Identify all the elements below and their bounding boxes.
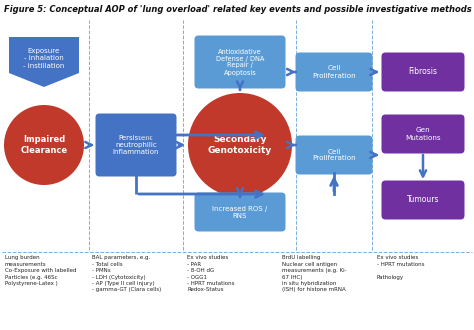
- FancyBboxPatch shape: [382, 115, 465, 153]
- FancyBboxPatch shape: [295, 136, 373, 175]
- Text: Secondary
Genotoxicity: Secondary Genotoxicity: [208, 135, 272, 155]
- Text: Persistent
neutrophilic
Inflammation: Persistent neutrophilic Inflammation: [113, 135, 159, 155]
- Text: Exposure
- inhalation
- instillation: Exposure - inhalation - instillation: [23, 49, 64, 69]
- FancyBboxPatch shape: [194, 36, 285, 88]
- Circle shape: [188, 93, 292, 197]
- FancyBboxPatch shape: [382, 181, 465, 219]
- FancyBboxPatch shape: [295, 52, 373, 91]
- Text: Lung burden
measurements
Co-Exposure with labelled
Particles (e.g. 46Sc
Polystyr: Lung burden measurements Co-Exposure wit…: [5, 255, 76, 286]
- Polygon shape: [9, 37, 79, 87]
- FancyBboxPatch shape: [382, 52, 465, 91]
- Text: Impaired
Clearance: Impaired Clearance: [20, 135, 68, 155]
- Text: Fibrosis: Fibrosis: [409, 68, 438, 77]
- Text: Increased ROS /
RNS: Increased ROS / RNS: [212, 206, 268, 218]
- Text: Cell
Proliferation: Cell Proliferation: [312, 65, 356, 79]
- Text: Antioxidative
Defense / DNA
Repair /
Apoptosis: Antioxidative Defense / DNA Repair / Apo…: [216, 49, 264, 76]
- Text: BAL parameters, e.g.
- Total cells
- PMNs
- LDH (Cytotoxicity)
- AP (Type II cel: BAL parameters, e.g. - Total cells - PMN…: [92, 255, 162, 292]
- Text: Gen
Mutations: Gen Mutations: [405, 127, 441, 141]
- Text: Figure 5: Conceptual AOP of 'lung overload' related key events and possible inve: Figure 5: Conceptual AOP of 'lung overlo…: [4, 5, 472, 14]
- FancyBboxPatch shape: [95, 114, 176, 177]
- Text: Ex vivo studies
- HPRT mutations

Pathology: Ex vivo studies - HPRT mutations Patholo…: [377, 255, 424, 280]
- Circle shape: [4, 105, 84, 185]
- Text: BrdU labelling
Nuclear cell antigen
measurements (e.g. Ki-
67 IHC)
in situ hybri: BrdU labelling Nuclear cell antigen meas…: [282, 255, 346, 292]
- Text: Ex vivo studies
- PAR
- 8-OH dG
- OGG1
- HPRT mutations
Redox-Status: Ex vivo studies - PAR - 8-OH dG - OGG1 -…: [187, 255, 235, 292]
- Text: Cell
Proliferation: Cell Proliferation: [312, 148, 356, 161]
- FancyBboxPatch shape: [194, 192, 285, 232]
- Text: Tumours: Tumours: [407, 195, 439, 205]
